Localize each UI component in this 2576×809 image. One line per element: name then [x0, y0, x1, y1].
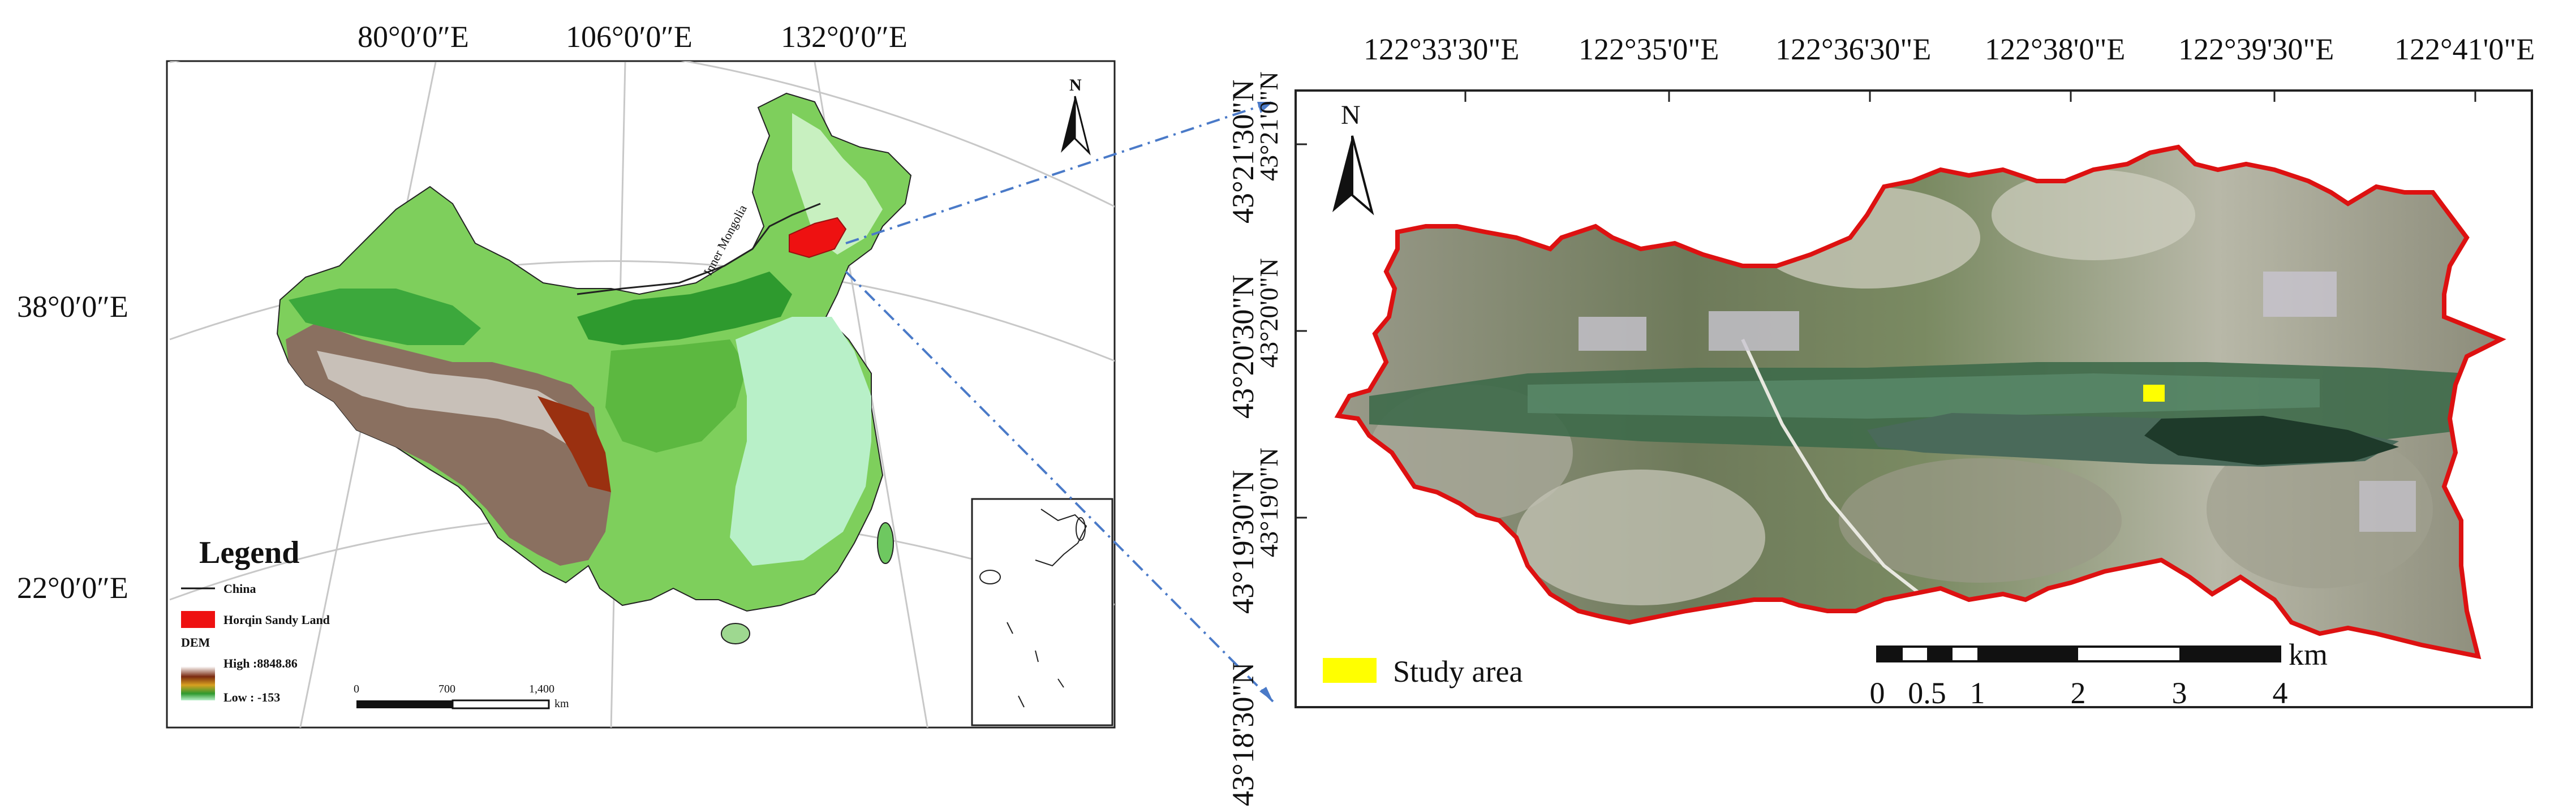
legend-horqin-label: Horqin Sandy Land [223, 613, 330, 627]
right-scale-tick-1: 1 [1969, 676, 1985, 710]
right-mid-lat-1: 43°21'0"N [1254, 71, 1283, 181]
study-area-marker [2143, 385, 2165, 402]
right-north-arrow-icon [1332, 135, 1374, 216]
left-scale-tick-2: 1,400 [529, 683, 554, 695]
right-top-lon-3: 122°36'30"E [1775, 32, 1932, 66]
legend-horqin-swatch [181, 611, 215, 628]
left-top-lon-3: 132°0′0″E [781, 20, 908, 54]
left-top-lon-2: 106°0′0″E [566, 20, 693, 54]
right-top-lon-4: 122°38'0"E [1985, 32, 2126, 66]
left-north-label: N [1069, 76, 1082, 94]
legend-dem-high: High :8848.86 [223, 656, 298, 670]
right-scale-tick-3: 3 [2171, 676, 2187, 710]
right-scale-bar [1876, 646, 2281, 662]
right-mid-lat-3: 43°19'0"N [1254, 447, 1283, 557]
right-scale-tick-05: 0.5 [1908, 676, 1946, 710]
right-lat-1: 43°21'30"N [1226, 79, 1260, 223]
left-lat-1: 38°0′0″E [17, 290, 128, 324]
china-dem-map [276, 92, 912, 644]
left-scale-unit: km [554, 698, 569, 710]
right-north-label: N [1341, 100, 1361, 130]
right-mid-lat-2: 43°20'0"N [1254, 258, 1283, 368]
right-scale-tick-4: 4 [2272, 676, 2288, 710]
left-scale-tick-0: 0 [354, 683, 359, 695]
right-scale-tick-2: 2 [2070, 676, 2086, 710]
right-lat-3: 43°19'30"N [1226, 470, 1260, 614]
right-top-lon-5: 122°39'30"E [2178, 32, 2334, 66]
left-scale-tick-1: 700 [438, 683, 455, 695]
inset-islands [979, 509, 1087, 708]
legend-dem-ramp [181, 666, 215, 700]
right-map-ticks [1296, 91, 2476, 519]
left-lat-2: 22°0′0″E [17, 571, 128, 605]
legend-dem-low: Low : -153 [223, 690, 281, 704]
right-lat-2: 43°20'30"N [1226, 274, 1260, 419]
right-scale-tick-0: 0 [1869, 676, 1885, 710]
right-top-lon-2: 122°35'0"E [1579, 32, 1719, 66]
left-scale-bar [356, 699, 550, 709]
north-arrow-icon [1061, 96, 1091, 156]
leader-lines [845, 101, 1274, 703]
right-lat-4: 43°18'30"N [1226, 662, 1260, 806]
south-china-sea-inset [971, 498, 1113, 726]
study-area-label: Study area [1393, 655, 1523, 688]
study-boundary [1334, 144, 2506, 660]
right-top-lon-1: 122°33'30"E [1364, 32, 1520, 66]
horqin-sandy-land-patch [789, 217, 847, 259]
right-top-lon-6: 122°41'0"E [2394, 32, 2535, 66]
legend-china-label: China [223, 582, 256, 596]
left-top-lon-1: 80°0′0″E [358, 20, 469, 54]
right-scale-unit: km [2289, 638, 2328, 672]
legend-dem-title: DEM [181, 635, 210, 649]
legend-title: Legend [199, 535, 300, 570]
study-area-swatch [1323, 658, 1377, 683]
